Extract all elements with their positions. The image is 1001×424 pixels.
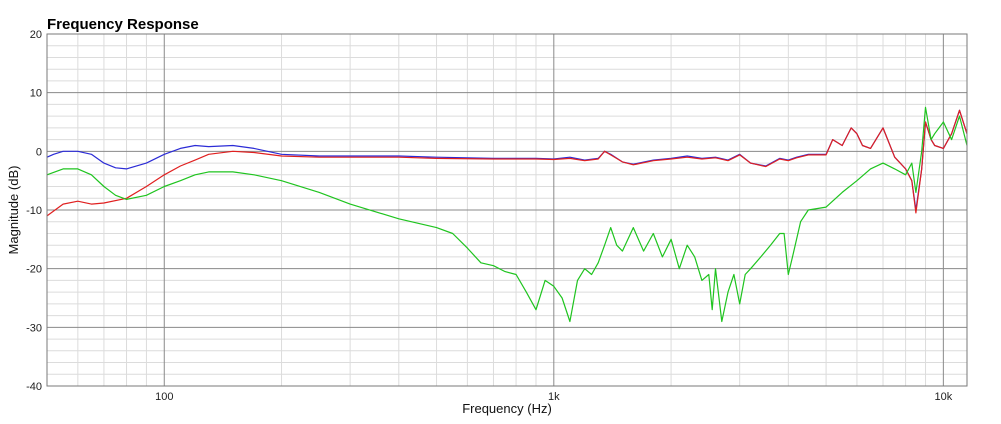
plot-frame (46, 33, 968, 387)
x-tick-label: 10k (934, 391, 952, 403)
x-axis-label: Frequency (Hz) (462, 401, 552, 416)
x-tick-label: 1k (548, 391, 560, 403)
y-axis-label: Magnitude (dB) (6, 166, 21, 255)
chart-title: Frequency Response (47, 16, 199, 33)
y-tick-label: 20 (30, 29, 42, 41)
y-tick-label: -40 (26, 381, 42, 393)
x-tick-label: 100 (155, 391, 173, 403)
y-tick-label: 0 (36, 146, 42, 158)
y-tick-label: 10 (30, 88, 42, 100)
series-layer (46, 106, 968, 323)
y-axis-ticks: 20 10 0 -10 -20 -30 -40 (26, 29, 42, 393)
y-tick-label: -10 (26, 205, 42, 217)
x-axis-ticks: 100 1k 10k (155, 391, 953, 403)
y-tick-label: -30 (26, 322, 42, 334)
series-line-red (46, 109, 968, 217)
y-tick-label: -20 (26, 264, 42, 276)
series-line-green (46, 106, 968, 323)
